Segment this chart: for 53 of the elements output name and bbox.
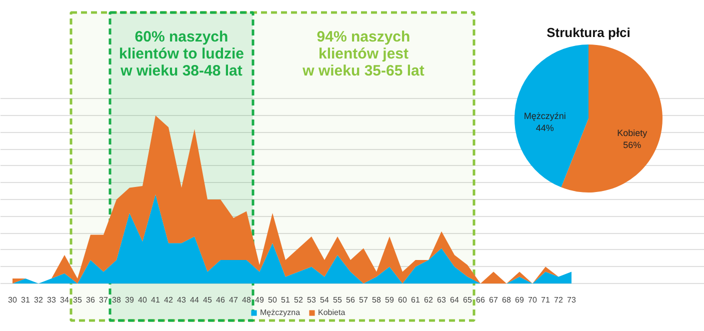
x-tick-label: 47 — [229, 296, 238, 304]
x-tick-label: 61 — [411, 296, 420, 304]
x-tick-label: 48 — [242, 296, 252, 304]
x-tick-label: 67 — [489, 296, 498, 304]
x-tick-label: 68 — [502, 296, 512, 304]
x-tick-label: 39 — [125, 296, 134, 304]
x-tick-label: 30 — [8, 296, 18, 304]
slice-label: Mężczyźni — [524, 111, 566, 122]
band-label: 60% naszych klientów to ludzie w wieku 38-48 lat — [119, 28, 244, 80]
x-tick-label: 72 — [554, 296, 564, 304]
x-tick-label: 40 — [138, 296, 148, 304]
legend-label: Kobieta — [318, 308, 346, 317]
x-tick-label: 71 — [541, 296, 550, 304]
data-label: 44% — [536, 123, 554, 134]
band-label: 94% naszych klientów jest w wieku 35-65 lat — [302, 28, 424, 80]
x-tick-label: 53 — [307, 296, 316, 304]
x-tick-label: 38 — [112, 296, 122, 304]
x-tick-label: 54 — [320, 296, 330, 304]
x-tick-label: 65 — [463, 296, 472, 304]
x-tick-label: 34 — [60, 296, 70, 304]
chart-title: Struktura płci — [546, 25, 630, 40]
x-tick-label: 44 — [190, 296, 200, 304]
x-tick-label: 55 — [333, 296, 342, 304]
x-tick-label: 60 — [398, 296, 408, 304]
x-tick-label: 63 — [437, 296, 446, 304]
x-tick-label: 56 — [346, 296, 356, 304]
x-tick-label: 43 — [177, 296, 186, 304]
x-tick-label: 62 — [424, 296, 434, 304]
x-tick-label: 58 — [372, 296, 382, 304]
x-tick-label: 42 — [164, 296, 174, 304]
slice-label: Kobiety — [617, 128, 648, 138]
x-tick-label: 33 — [47, 296, 56, 304]
x-tick-label: 57 — [359, 296, 368, 304]
x-tick-label: 70 — [528, 296, 538, 304]
x-tick-label: 51 — [281, 296, 290, 304]
x-tick-label: 52 — [294, 296, 304, 304]
x-tick-label: 45 — [203, 296, 212, 304]
x-tick-label: 69 — [515, 296, 524, 304]
data-label: 56% — [623, 140, 642, 150]
x-tick-label: 37 — [99, 296, 108, 304]
x-tick-label: 50 — [268, 296, 278, 304]
x-tick-label: 59 — [385, 296, 394, 304]
x-tick-label: 32 — [34, 296, 44, 304]
x-tick-label: 36 — [86, 296, 96, 304]
x-tick-label: 41 — [151, 296, 160, 304]
x-tick-label: 31 — [21, 296, 30, 304]
x-tick-label: 73 — [567, 296, 576, 304]
x-tick-label: 49 — [255, 296, 264, 304]
x-tick-label: 46 — [216, 296, 226, 304]
x-tick-label: 66 — [476, 296, 486, 304]
x-tick-label: 35 — [73, 296, 82, 304]
x-tick-label: 64 — [450, 296, 460, 304]
legend-label: Mężczyzna — [260, 308, 300, 317]
